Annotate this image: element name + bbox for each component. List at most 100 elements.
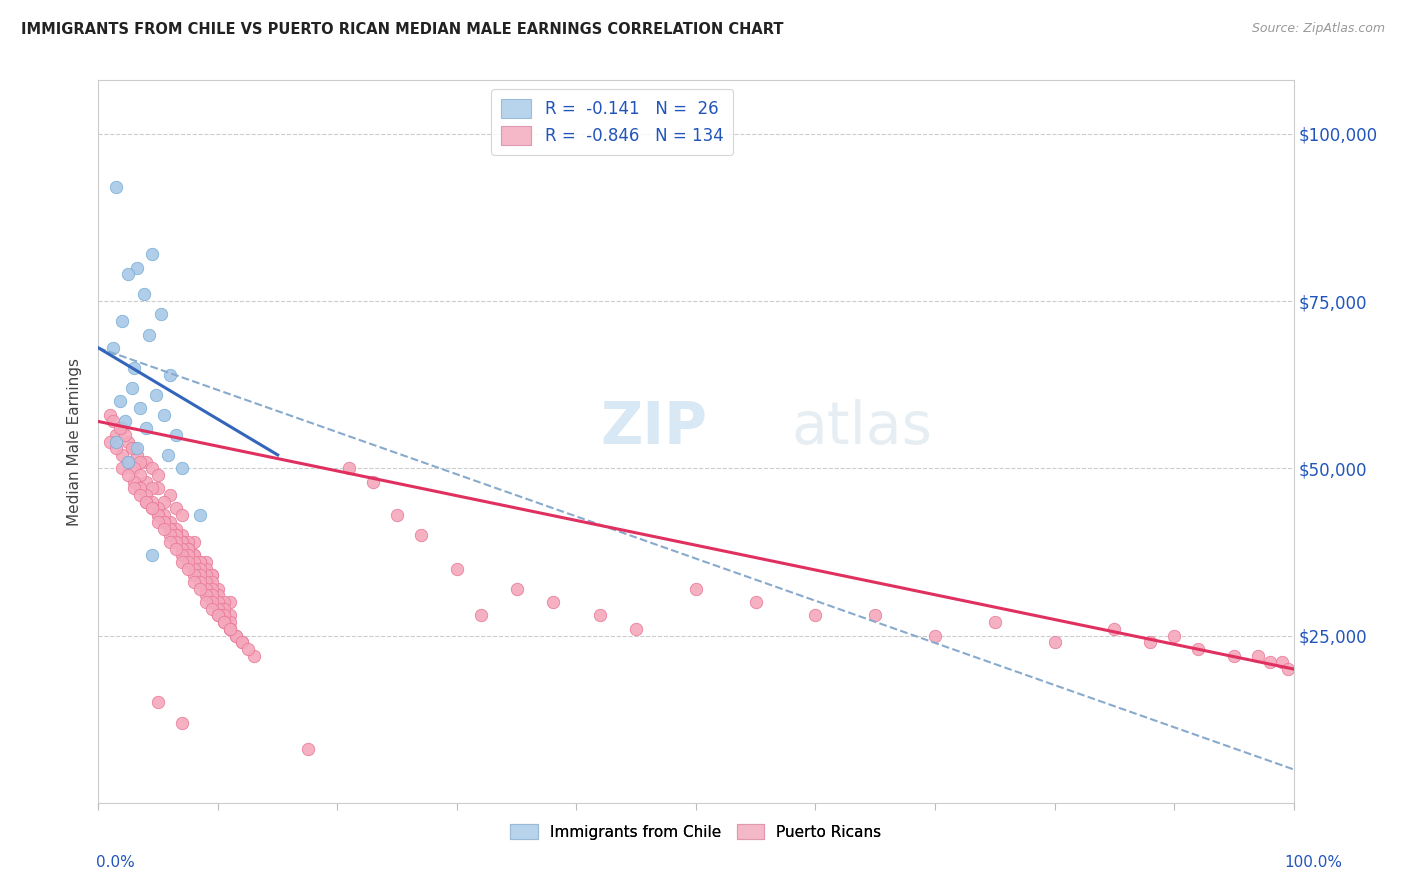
Point xyxy=(117,467,139,482)
Point xyxy=(219,622,242,636)
Point xyxy=(135,494,157,508)
Point xyxy=(1247,648,1270,663)
Point xyxy=(212,615,235,630)
Point xyxy=(201,602,224,616)
Point xyxy=(148,696,170,710)
Point xyxy=(339,461,361,475)
Point xyxy=(385,508,409,523)
Point xyxy=(135,475,157,489)
Text: Source: ZipAtlas.com: Source: ZipAtlas.com xyxy=(1251,22,1385,36)
Point xyxy=(148,508,170,523)
Point xyxy=(117,454,139,469)
Point xyxy=(201,568,224,582)
Point xyxy=(125,448,148,462)
Point xyxy=(183,555,205,569)
Point xyxy=(685,582,707,596)
Point xyxy=(201,595,224,609)
Point xyxy=(1139,635,1161,649)
Text: atlas: atlas xyxy=(792,399,932,456)
Point xyxy=(149,307,172,321)
Point xyxy=(159,528,181,542)
Point xyxy=(506,582,529,596)
Point xyxy=(195,589,218,603)
Point xyxy=(177,534,200,549)
Point xyxy=(236,642,259,657)
Point xyxy=(108,394,131,409)
Point xyxy=(924,628,946,642)
Point xyxy=(135,421,157,435)
Point xyxy=(125,441,148,455)
Point xyxy=(745,595,768,609)
Point xyxy=(1258,655,1281,669)
Y-axis label: Median Male Earnings: Median Male Earnings xyxy=(67,358,83,525)
Point xyxy=(148,501,170,516)
Point xyxy=(148,467,170,482)
Point xyxy=(172,715,194,730)
Point xyxy=(219,595,242,609)
Point xyxy=(124,441,146,455)
Point xyxy=(201,575,224,590)
Point xyxy=(589,608,612,623)
Point xyxy=(159,488,181,502)
Text: ZIP: ZIP xyxy=(600,399,707,456)
Point xyxy=(129,454,152,469)
Point xyxy=(363,475,385,489)
Point xyxy=(138,327,160,342)
Point xyxy=(1271,655,1294,669)
Point xyxy=(165,541,187,556)
Point xyxy=(243,648,266,663)
Point xyxy=(145,387,167,401)
Point xyxy=(148,515,170,529)
Point xyxy=(172,534,194,549)
Point xyxy=(101,341,124,355)
Point xyxy=(172,508,194,523)
Point xyxy=(1163,628,1185,642)
Point xyxy=(188,562,211,576)
Point xyxy=(159,521,181,535)
Point xyxy=(183,568,205,582)
Point xyxy=(105,434,128,449)
Point xyxy=(172,461,194,475)
Point xyxy=(135,488,157,502)
Point xyxy=(141,482,163,496)
Point xyxy=(1223,648,1246,663)
Point xyxy=(148,508,170,523)
Point xyxy=(117,434,139,449)
Point xyxy=(135,454,157,469)
Point xyxy=(225,628,247,642)
Point xyxy=(1104,622,1126,636)
Point xyxy=(188,555,211,569)
Point xyxy=(231,635,253,649)
Point xyxy=(98,434,122,449)
Point xyxy=(195,575,218,590)
Point xyxy=(153,515,176,529)
Point xyxy=(626,622,648,636)
Point xyxy=(135,494,157,508)
Point xyxy=(219,622,242,636)
Point xyxy=(121,381,143,395)
Point xyxy=(1277,662,1299,676)
Point xyxy=(411,528,433,542)
Point xyxy=(117,268,139,282)
Point xyxy=(124,482,146,496)
Point xyxy=(121,441,143,455)
Point xyxy=(172,541,194,556)
Point xyxy=(195,595,218,609)
Text: 0.0%: 0.0% xyxy=(96,855,135,870)
Point xyxy=(165,534,187,549)
Point xyxy=(541,595,564,609)
Point xyxy=(212,595,235,609)
Point xyxy=(219,615,242,630)
Point xyxy=(124,361,146,376)
Point xyxy=(188,555,211,569)
Point xyxy=(183,534,205,549)
Point xyxy=(114,414,136,428)
Point xyxy=(111,448,134,462)
Point xyxy=(207,595,229,609)
Point xyxy=(105,441,128,455)
Point xyxy=(201,568,224,582)
Point xyxy=(177,548,200,563)
Point xyxy=(153,521,176,535)
Point xyxy=(212,602,235,616)
Point xyxy=(207,602,229,616)
